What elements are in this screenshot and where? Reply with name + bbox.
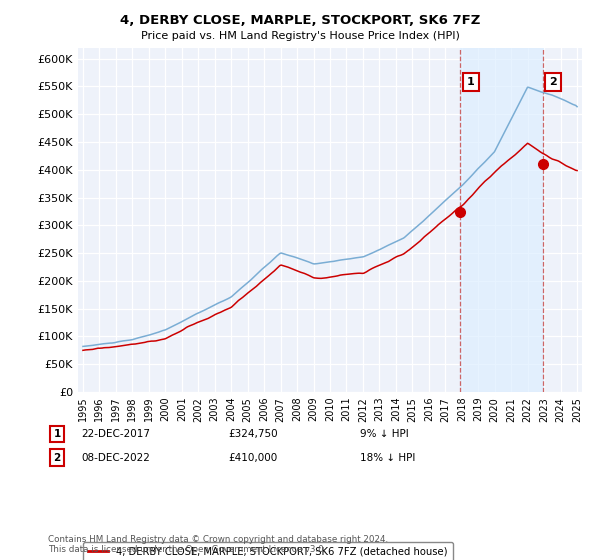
Text: 1: 1 (467, 77, 475, 87)
Text: £324,750: £324,750 (228, 429, 278, 439)
Text: 9% ↓ HPI: 9% ↓ HPI (360, 429, 409, 439)
Text: Price paid vs. HM Land Registry's House Price Index (HPI): Price paid vs. HM Land Registry's House … (140, 31, 460, 41)
Text: 2: 2 (53, 452, 61, 463)
Legend: 4, DERBY CLOSE, MARPLE, STOCKPORT, SK6 7FZ (detached house), HPI: Average price,: 4, DERBY CLOSE, MARPLE, STOCKPORT, SK6 7… (83, 542, 452, 560)
Text: Contains HM Land Registry data © Crown copyright and database right 2024.
This d: Contains HM Land Registry data © Crown c… (48, 535, 388, 554)
Text: 4, DERBY CLOSE, MARPLE, STOCKPORT, SK6 7FZ: 4, DERBY CLOSE, MARPLE, STOCKPORT, SK6 7… (120, 14, 480, 27)
Text: 18% ↓ HPI: 18% ↓ HPI (360, 452, 415, 463)
Text: £410,000: £410,000 (228, 452, 277, 463)
Bar (460, 48, 543, 392)
Text: 22-DEC-2017: 22-DEC-2017 (81, 429, 150, 439)
Text: 1: 1 (53, 429, 61, 439)
Text: 2: 2 (550, 77, 557, 87)
Text: 08-DEC-2022: 08-DEC-2022 (81, 452, 150, 463)
